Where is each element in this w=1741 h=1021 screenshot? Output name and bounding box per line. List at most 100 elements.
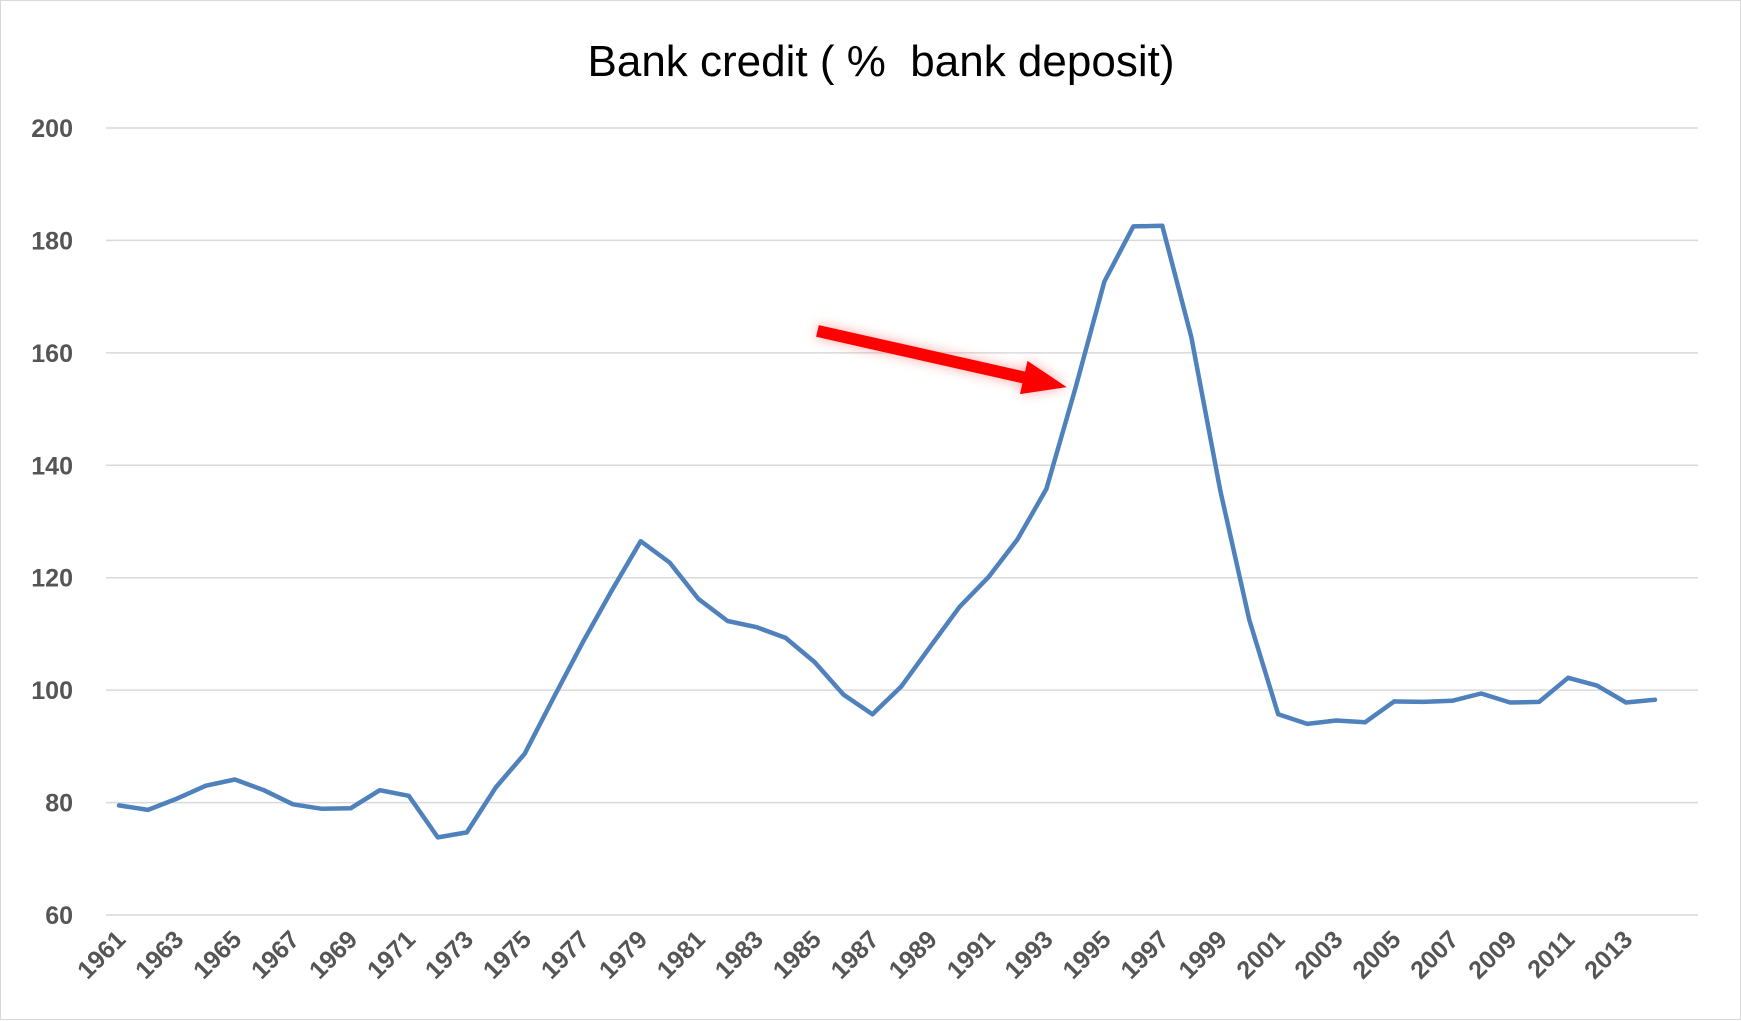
x-tick-label: 1987 — [826, 925, 885, 984]
data-point — [1624, 700, 1628, 705]
data-point — [1421, 699, 1426, 704]
x-tick-label: 2013 — [1579, 925, 1638, 984]
data-point — [1653, 697, 1657, 702]
data-point — [1073, 386, 1078, 391]
x-tick-label: 1975 — [478, 925, 537, 984]
x-tick-label: 1973 — [420, 925, 479, 984]
data-point — [754, 625, 759, 630]
data-point — [609, 588, 614, 593]
x-tick-label: 1979 — [594, 925, 653, 984]
x-tick-label: 2001 — [1231, 925, 1290, 984]
x-tick-label: 2003 — [1289, 925, 1348, 984]
data-point — [319, 806, 324, 811]
y-tick-label: 80 — [45, 790, 73, 818]
data-point — [146, 807, 150, 812]
data-point — [1537, 699, 1542, 704]
data-point — [1566, 675, 1571, 680]
data-point — [783, 635, 788, 640]
x-tick-label: 1999 — [1173, 925, 1232, 984]
data-point — [638, 539, 643, 544]
data-point — [406, 793, 411, 798]
data-point — [1189, 335, 1194, 340]
y-tick-label: 200 — [31, 115, 73, 143]
data-point — [1015, 537, 1020, 542]
data-point — [1218, 488, 1223, 493]
y-tick-label: 100 — [31, 677, 73, 705]
data-point — [493, 785, 498, 790]
x-tick-label: 1969 — [304, 925, 363, 984]
x-axis-tick-labels: 1961196319651967196919711973197519771979… — [72, 925, 1638, 984]
data-point — [986, 575, 991, 580]
x-tick-label: 1989 — [884, 925, 943, 984]
data-point — [928, 644, 933, 649]
data-point — [203, 783, 208, 788]
y-tick-label: 60 — [45, 902, 73, 930]
series-layer — [116, 223, 1658, 840]
x-tick-label: 1985 — [768, 925, 827, 984]
x-tick-label: 2009 — [1463, 925, 1522, 984]
data-point — [261, 788, 266, 793]
data-point — [1305, 721, 1310, 726]
data-point — [870, 712, 875, 717]
x-tick-label: 1967 — [246, 925, 305, 984]
y-tick-label: 140 — [31, 452, 73, 480]
data-point — [899, 684, 904, 689]
data-point — [117, 803, 121, 808]
data-point — [1131, 224, 1136, 229]
data-point — [957, 604, 962, 609]
x-tick-label: 2007 — [1405, 925, 1464, 984]
data-point — [1102, 279, 1107, 284]
x-tick-label: 1983 — [710, 925, 769, 984]
x-tick-label: 1961 — [72, 925, 131, 984]
data-point — [1479, 691, 1484, 696]
annotation-layer — [816, 325, 1067, 395]
data-point — [580, 640, 585, 645]
data-point — [725, 619, 730, 623]
data-point — [1044, 486, 1049, 491]
data-point — [232, 777, 237, 782]
chart-title: Bank credit ( % bank deposit) — [588, 37, 1175, 86]
data-point — [696, 597, 701, 602]
red-arrow-annotation — [816, 325, 1067, 395]
data-point — [464, 830, 469, 835]
data-point — [1392, 699, 1397, 704]
x-tick-label: 2005 — [1347, 925, 1406, 984]
x-tick-label: 1971 — [362, 925, 421, 984]
x-tick-label: 1981 — [652, 925, 711, 984]
y-axis-tick-labels: 60 80 100 120 140 160 180 200 — [31, 115, 73, 930]
x-tick-label: 1997 — [1115, 925, 1174, 984]
data-point — [1508, 700, 1513, 705]
data-point — [290, 802, 295, 807]
series-line — [116, 223, 1658, 840]
x-tick-label: 1993 — [1000, 925, 1059, 984]
data-point — [175, 796, 179, 801]
x-tick-label: 1977 — [536, 925, 595, 984]
x-tick-label: 1965 — [188, 925, 247, 984]
data-point — [377, 788, 382, 793]
x-tick-label: 2011 — [1522, 925, 1580, 983]
data-point — [551, 695, 556, 700]
data-point — [435, 835, 440, 840]
data-point — [1363, 720, 1368, 725]
x-tick-label: 1991 — [942, 925, 1001, 984]
gridlines — [106, 127, 1698, 916]
data-point — [841, 692, 846, 697]
arrow-shape — [816, 325, 1067, 395]
data-point — [1160, 223, 1165, 228]
x-tick-label: 1995 — [1057, 925, 1116, 984]
x-tick-label: 1963 — [130, 925, 189, 984]
data-point — [1276, 712, 1281, 717]
data-point — [1595, 683, 1599, 688]
data-point — [348, 806, 353, 811]
data-point — [1247, 617, 1252, 622]
y-tick-label: 160 — [31, 340, 73, 368]
data-point — [522, 751, 527, 756]
y-tick-label: 180 — [31, 227, 73, 255]
data-point — [667, 560, 672, 565]
data-point — [812, 660, 817, 664]
y-tick-label: 120 — [31, 565, 73, 593]
data-point — [1450, 698, 1455, 703]
data-point — [1334, 718, 1339, 723]
